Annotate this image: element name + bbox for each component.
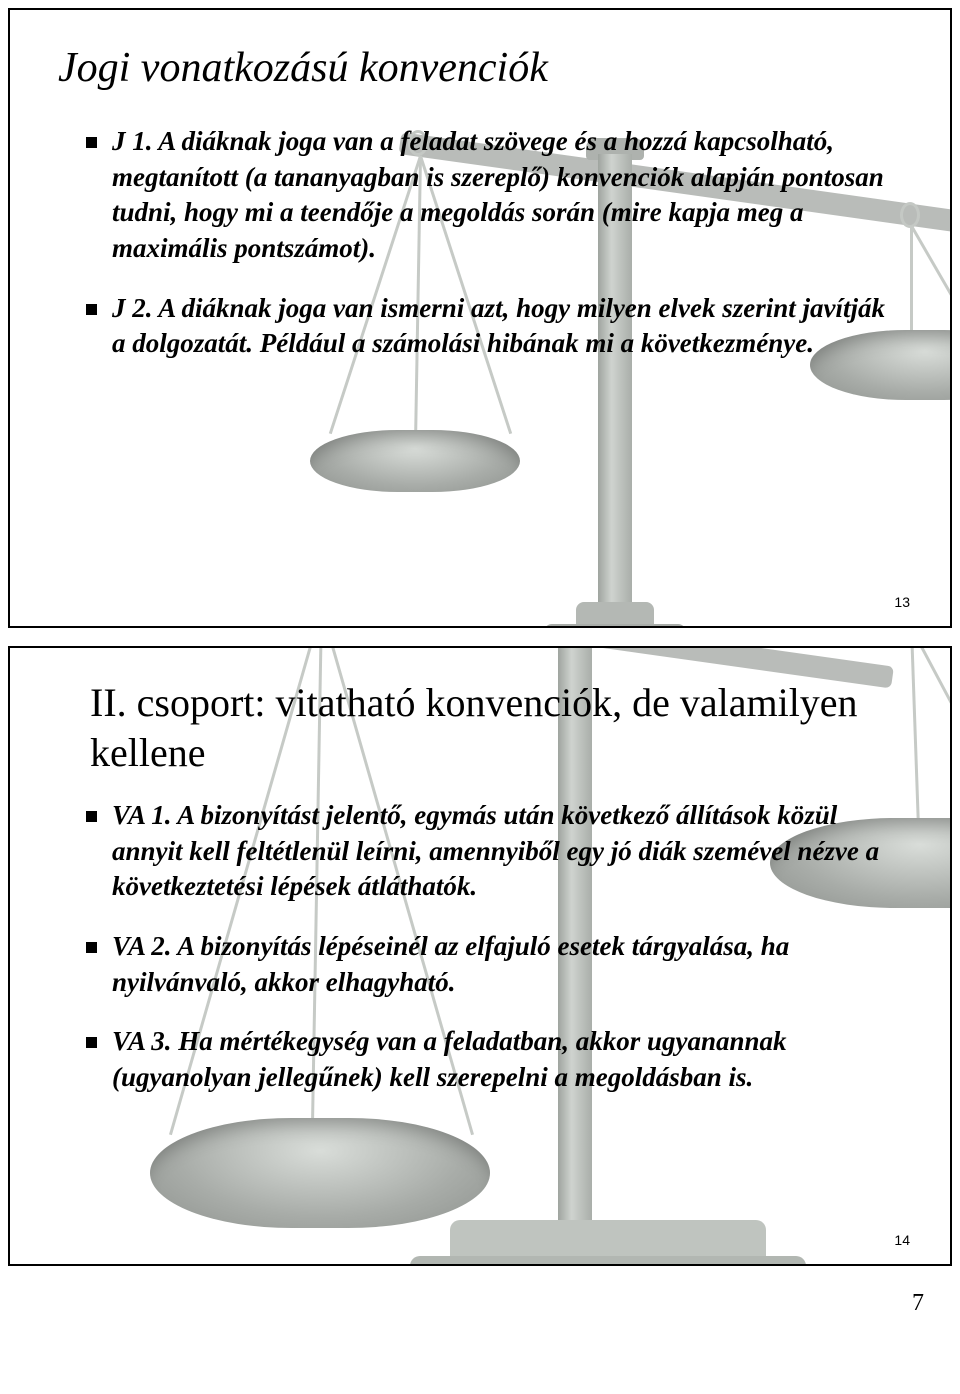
slide-title: Jogi vonatkozású konvenciók — [58, 44, 902, 92]
page: Jogi vonatkozású konvenciók J 1. A diákn… — [0, 0, 960, 1335]
list-item: VA 2. A bizonyítás lépéseinél az elfajul… — [86, 929, 902, 1000]
slide-2: II. csoport: vitatható konvenciók, de va… — [8, 646, 952, 1266]
scale-base-lower — [544, 624, 686, 628]
scale-pan-left — [310, 430, 520, 492]
list-item: J 1. A diáknak joga van a feladat szöveg… — [86, 124, 902, 267]
scale-pedestal-upper — [450, 1220, 766, 1266]
bullet-list: J 1. A diáknak joga van a feladat szöveg… — [58, 124, 902, 362]
bullet-list: VA 1. A bizonyítást jelentő, egymás után… — [58, 798, 902, 1095]
slide-1: Jogi vonatkozású konvenciók J 1. A diákn… — [8, 8, 952, 628]
slide-number: 14 — [894, 1232, 910, 1248]
scale-pedestal-lower — [410, 1256, 806, 1266]
slide-number: 13 — [894, 594, 910, 610]
list-item: VA 1. A bizonyítást jelentő, egymás után… — [86, 798, 902, 905]
list-item: J 2. A diáknak joga van ismerni azt, hog… — [86, 291, 902, 362]
slide-title: II. csoport: vitatható konvenciók, de va… — [90, 678, 902, 778]
page-number: 7 — [8, 1284, 952, 1327]
slide-content: Jogi vonatkozású konvenciók J 1. A diákn… — [10, 10, 950, 406]
list-item: VA 3. Ha mértékegység van a feladatban, … — [86, 1024, 902, 1095]
slide-content: II. csoport: vitatható konvenciók, de va… — [10, 648, 950, 1139]
scale-base-upper — [576, 602, 654, 628]
